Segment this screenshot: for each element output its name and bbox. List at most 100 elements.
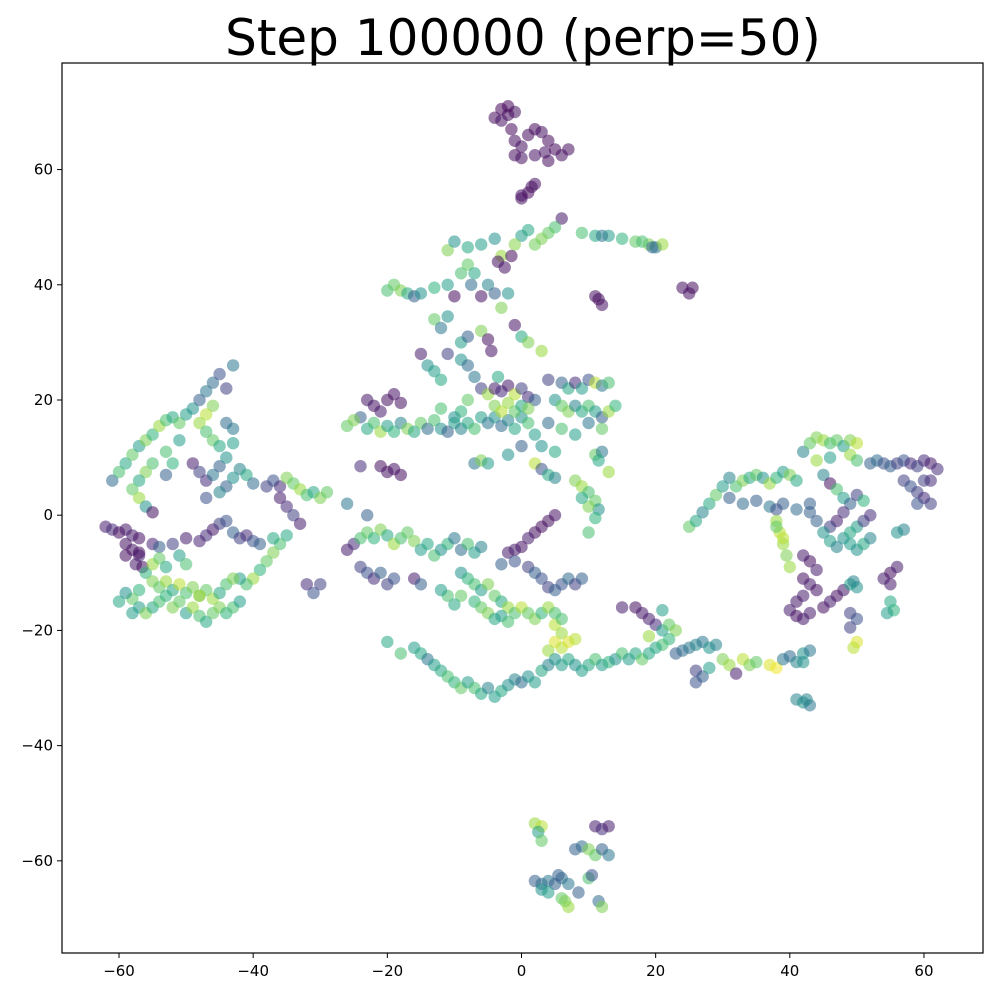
scatter-point [475, 290, 488, 303]
scatter-point [381, 529, 394, 542]
scatter-point [146, 457, 159, 470]
scatter-point [542, 416, 555, 430]
scatter-point [864, 509, 877, 522]
scatter-point [716, 480, 729, 493]
scatter-point [810, 514, 823, 528]
scatter-point [491, 370, 505, 384]
scatter-point [361, 509, 374, 522]
scatter-point [528, 149, 542, 162]
scatter-point [434, 373, 448, 386]
scatter-point [555, 212, 568, 225]
scatter-point [408, 425, 421, 438]
scatter-point [179, 532, 193, 545]
scatter-point [723, 658, 736, 672]
scatter-point [200, 425, 213, 438]
scatter-point [112, 595, 126, 608]
scatter-point [441, 347, 454, 361]
scatter-point [501, 546, 515, 559]
scatter-point [542, 373, 555, 386]
scatter-point [287, 509, 300, 522]
y-tick-label: −60 [21, 852, 53, 870]
scatter-point [226, 471, 240, 484]
scatter-point [776, 532, 790, 545]
scatter-point [367, 532, 381, 545]
scatter-point [112, 465, 126, 479]
scatter-point [501, 100, 515, 113]
scatter-point [847, 641, 860, 654]
scatter-point [307, 586, 320, 600]
scatter-point [528, 393, 542, 407]
scatter-point [153, 540, 166, 554]
scatter-point [153, 552, 166, 565]
scatter-point [428, 313, 441, 326]
scatter-point [750, 655, 763, 669]
scatter-point [381, 635, 394, 649]
scatter-point [441, 310, 454, 323]
scatter-point [528, 428, 542, 441]
scatter-point [850, 437, 864, 450]
scatter-point [139, 566, 152, 579]
scatter-point [448, 290, 461, 303]
scatter-point [810, 454, 823, 467]
scatter-point [481, 457, 495, 470]
scatter-point [132, 583, 146, 597]
scatter-point [703, 661, 716, 675]
scatter-point [119, 549, 132, 562]
scatter-point [810, 563, 823, 577]
scatter-point [582, 526, 595, 539]
scatter-point [253, 537, 267, 551]
scatter-point [119, 586, 132, 600]
scatter-point [528, 177, 542, 191]
scatter-point [220, 382, 233, 395]
scatter-point [642, 647, 656, 660]
y-tick-label: 40 [34, 276, 53, 294]
scatter-point [213, 367, 226, 381]
scatter-point [709, 638, 723, 651]
scatter-point [414, 287, 428, 300]
scatter-point [501, 396, 515, 410]
scatter-point [387, 388, 401, 401]
scatter-point [790, 474, 803, 487]
scatter-point [575, 382, 589, 395]
scatter-point [166, 457, 179, 470]
scatter-point [173, 549, 186, 562]
scatter-point [434, 583, 448, 597]
scatter-point [686, 281, 699, 294]
scatter-point [642, 630, 656, 643]
scatter-point [273, 480, 287, 493]
scatter-point [461, 330, 474, 343]
scatter-point [508, 149, 521, 162]
scatter-point [542, 134, 555, 147]
scatter-point [421, 537, 434, 551]
scatter-point [488, 287, 501, 300]
scatter-point [468, 370, 481, 384]
scatter-point [481, 578, 495, 591]
scatter-point [783, 560, 796, 574]
scatter-point [280, 500, 293, 513]
scatter-point [844, 526, 857, 539]
scatter-point [508, 318, 521, 332]
scatter-point [448, 598, 461, 611]
scatter-point [481, 681, 495, 695]
scatter-point [830, 483, 843, 496]
scatter-point [495, 405, 508, 418]
scatter-point [522, 416, 535, 430]
scatter-point [186, 457, 199, 470]
scatter-point [200, 615, 213, 628]
scatter-point [535, 125, 548, 139]
scatter-point [293, 517, 307, 530]
scatter-point [797, 445, 810, 458]
scatter-point [602, 820, 615, 833]
y-tick-label: 0 [43, 506, 53, 524]
scatter-point [800, 693, 813, 706]
scatter-point [226, 422, 240, 435]
scatter-point [817, 526, 830, 539]
scatter-point [897, 523, 910, 536]
scatter-point [535, 344, 548, 358]
scatter-point [126, 483, 139, 496]
scatter-point [461, 359, 474, 372]
scatter-point [803, 644, 817, 657]
plot-frame [61, 62, 984, 954]
scatter-point [173, 578, 186, 591]
